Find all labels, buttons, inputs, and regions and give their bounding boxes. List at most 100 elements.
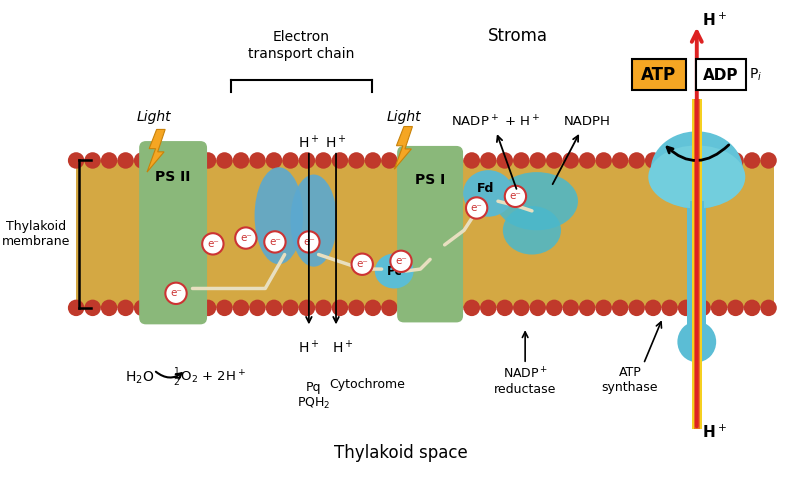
Circle shape [266, 300, 282, 316]
Circle shape [167, 300, 183, 316]
Circle shape [264, 231, 286, 252]
Text: Thylakoid
membrane: Thylakoid membrane [2, 220, 70, 248]
Text: e⁻: e⁻ [207, 239, 219, 249]
Text: H$^+$: H$^+$ [298, 339, 320, 356]
Circle shape [430, 300, 447, 316]
Circle shape [101, 152, 118, 169]
Circle shape [711, 152, 727, 169]
Circle shape [595, 152, 612, 169]
Circle shape [348, 300, 365, 316]
Circle shape [744, 152, 760, 169]
Circle shape [497, 300, 513, 316]
Ellipse shape [495, 172, 578, 230]
Text: e⁻: e⁻ [395, 256, 407, 266]
Circle shape [381, 152, 398, 169]
Text: e⁻: e⁻ [303, 237, 315, 247]
Circle shape [183, 152, 200, 169]
FancyBboxPatch shape [139, 141, 207, 324]
Circle shape [505, 186, 526, 207]
Circle shape [645, 300, 662, 316]
Circle shape [546, 152, 562, 169]
Circle shape [629, 152, 645, 169]
Circle shape [480, 152, 497, 169]
Circle shape [579, 152, 595, 169]
Text: ADP: ADP [703, 68, 738, 82]
Text: Light: Light [386, 110, 422, 124]
Circle shape [530, 152, 546, 169]
Polygon shape [394, 126, 413, 169]
Bar [76, 160, 774, 308]
Circle shape [298, 300, 315, 316]
Text: Pc: Pc [386, 264, 402, 277]
Circle shape [497, 152, 513, 169]
Ellipse shape [290, 174, 337, 267]
Ellipse shape [254, 167, 303, 264]
Circle shape [298, 152, 315, 169]
Circle shape [612, 152, 629, 169]
Text: H$^+$: H$^+$ [326, 134, 346, 152]
Circle shape [694, 300, 711, 316]
Circle shape [167, 152, 183, 169]
Circle shape [513, 152, 530, 169]
Circle shape [351, 253, 373, 275]
Text: NADPH: NADPH [564, 115, 610, 128]
Circle shape [595, 300, 612, 316]
Polygon shape [147, 129, 165, 172]
Circle shape [662, 152, 678, 169]
Circle shape [134, 300, 150, 316]
Circle shape [332, 300, 348, 316]
Text: H$^+$: H$^+$ [332, 339, 354, 356]
Circle shape [447, 300, 463, 316]
Circle shape [118, 152, 134, 169]
Text: Light: Light [137, 110, 171, 124]
Circle shape [250, 300, 266, 316]
Text: Cytochrome: Cytochrome [329, 378, 405, 391]
Circle shape [744, 300, 760, 316]
Circle shape [711, 300, 727, 316]
Circle shape [530, 300, 546, 316]
Circle shape [579, 300, 595, 316]
FancyBboxPatch shape [397, 146, 463, 322]
Circle shape [315, 152, 332, 169]
Circle shape [68, 300, 84, 316]
Circle shape [365, 300, 381, 316]
Circle shape [480, 300, 497, 316]
Ellipse shape [650, 131, 743, 209]
Circle shape [101, 300, 118, 316]
Bar [690, 201, 703, 347]
Text: e⁻: e⁻ [356, 259, 368, 269]
Circle shape [678, 300, 694, 316]
Circle shape [166, 283, 186, 304]
Circle shape [266, 152, 282, 169]
Ellipse shape [648, 146, 746, 208]
Circle shape [332, 152, 348, 169]
Circle shape [727, 300, 744, 316]
Text: ATP: ATP [642, 66, 677, 84]
Circle shape [118, 300, 134, 316]
Circle shape [546, 300, 562, 316]
Circle shape [398, 300, 414, 316]
Text: PS II: PS II [155, 170, 190, 184]
FancyBboxPatch shape [632, 58, 686, 90]
Circle shape [430, 152, 447, 169]
Circle shape [134, 152, 150, 169]
Circle shape [562, 152, 579, 169]
Circle shape [233, 300, 250, 316]
Circle shape [447, 152, 463, 169]
Circle shape [414, 152, 430, 169]
Circle shape [282, 152, 298, 169]
Text: NADP$^+$ + H$^+$: NADP$^+$ + H$^+$ [451, 114, 541, 129]
Text: H$^+$: H$^+$ [702, 12, 726, 30]
Text: Electron
transport chain: Electron transport chain [248, 30, 354, 60]
Circle shape [150, 300, 167, 316]
Circle shape [84, 152, 101, 169]
Circle shape [629, 300, 645, 316]
Text: ATP
synthase: ATP synthase [602, 366, 658, 394]
Circle shape [513, 300, 530, 316]
Text: Thylakoid space: Thylakoid space [334, 445, 468, 462]
Text: H$^+$: H$^+$ [702, 423, 726, 441]
Circle shape [760, 300, 777, 316]
Text: e⁻: e⁻ [470, 203, 482, 213]
Circle shape [348, 152, 365, 169]
Text: $\frac{1}{2}$O$_2$ + 2H$^+$: $\frac{1}{2}$O$_2$ + 2H$^+$ [173, 366, 246, 389]
